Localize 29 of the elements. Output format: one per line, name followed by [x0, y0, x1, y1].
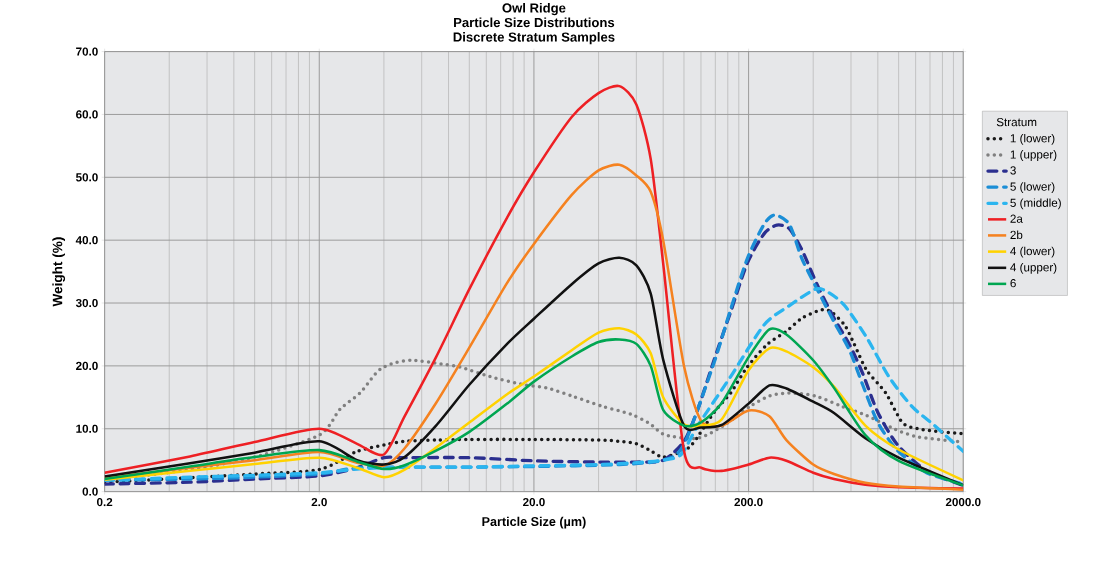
legend-label: 6: [1010, 279, 1016, 288]
legend-label: 4 (upper): [1010, 263, 1057, 274]
x-tick-label: 20.0: [523, 498, 545, 507]
y-tick-label: 10.0: [76, 424, 98, 434]
y-tick-label: 0.0: [82, 487, 98, 496]
x-tick-label: 0.2: [96, 498, 113, 507]
chart-title: Owl Ridge: [502, 3, 566, 16]
x-tick-label: 2.0: [311, 498, 327, 507]
legend-label: 3: [1010, 166, 1016, 175]
y-tick-label: 60.0: [76, 110, 98, 119]
legend-label: 2b: [1010, 230, 1023, 240]
legend-label: 1 (lower): [1010, 134, 1055, 145]
x-axis-title: Particle Size (µm): [482, 516, 586, 529]
legend-label: 4 (lower): [1010, 246, 1055, 258]
x-tick-label: 200.0: [734, 498, 763, 507]
legend-label: 5 (middle): [1010, 198, 1061, 210]
legend-label: 2a: [1010, 214, 1023, 224]
y-tick-label: 40.0: [75, 236, 98, 245]
y-axis-title: Weight (%): [52, 237, 66, 307]
y-tick-label: 20.0: [76, 361, 98, 371]
y-tick-label: 50.0: [75, 173, 98, 182]
legend-title: Stratum: [996, 118, 1037, 127]
text: Discrete Stratum Samples: [453, 32, 615, 45]
legend-label: 5 (lower): [1010, 182, 1055, 194]
x-tick-label: 2000.0: [945, 498, 981, 507]
y-tick-label: 30.0: [75, 299, 98, 308]
y-tick-label: 70.0: [76, 47, 98, 56]
legend-label: 1 (upper): [1010, 150, 1057, 162]
chart-subtitle: Particle Size Distributions: [454, 17, 615, 28]
